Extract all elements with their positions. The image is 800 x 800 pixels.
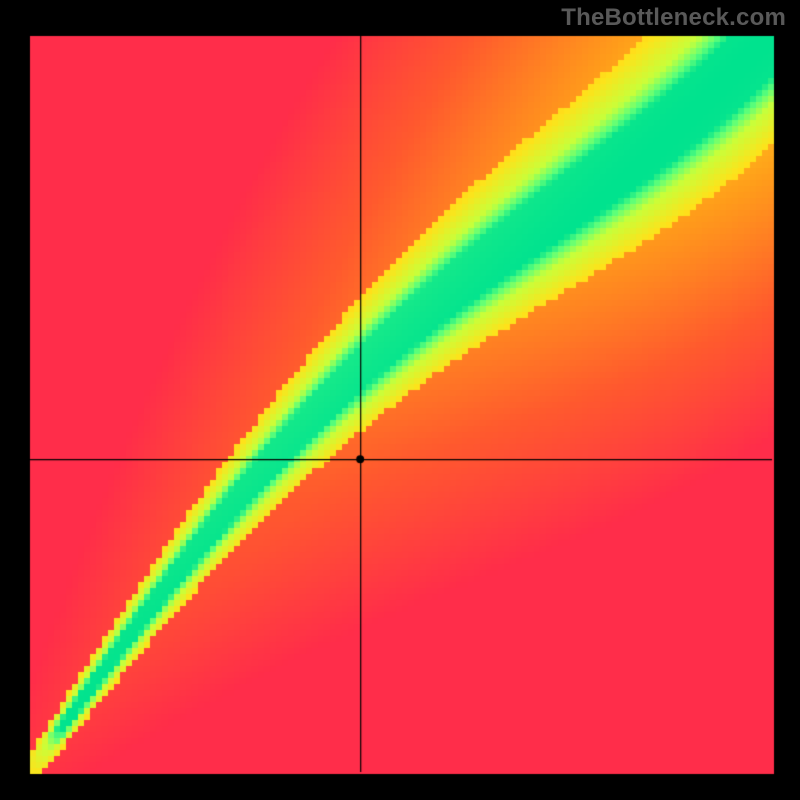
- bottleneck-heatmap: [0, 0, 800, 800]
- watermark-text: TheBottleneck.com: [561, 4, 786, 32]
- chart-container: { "watermark": { "text": "TheBottleneck.…: [0, 0, 800, 800]
